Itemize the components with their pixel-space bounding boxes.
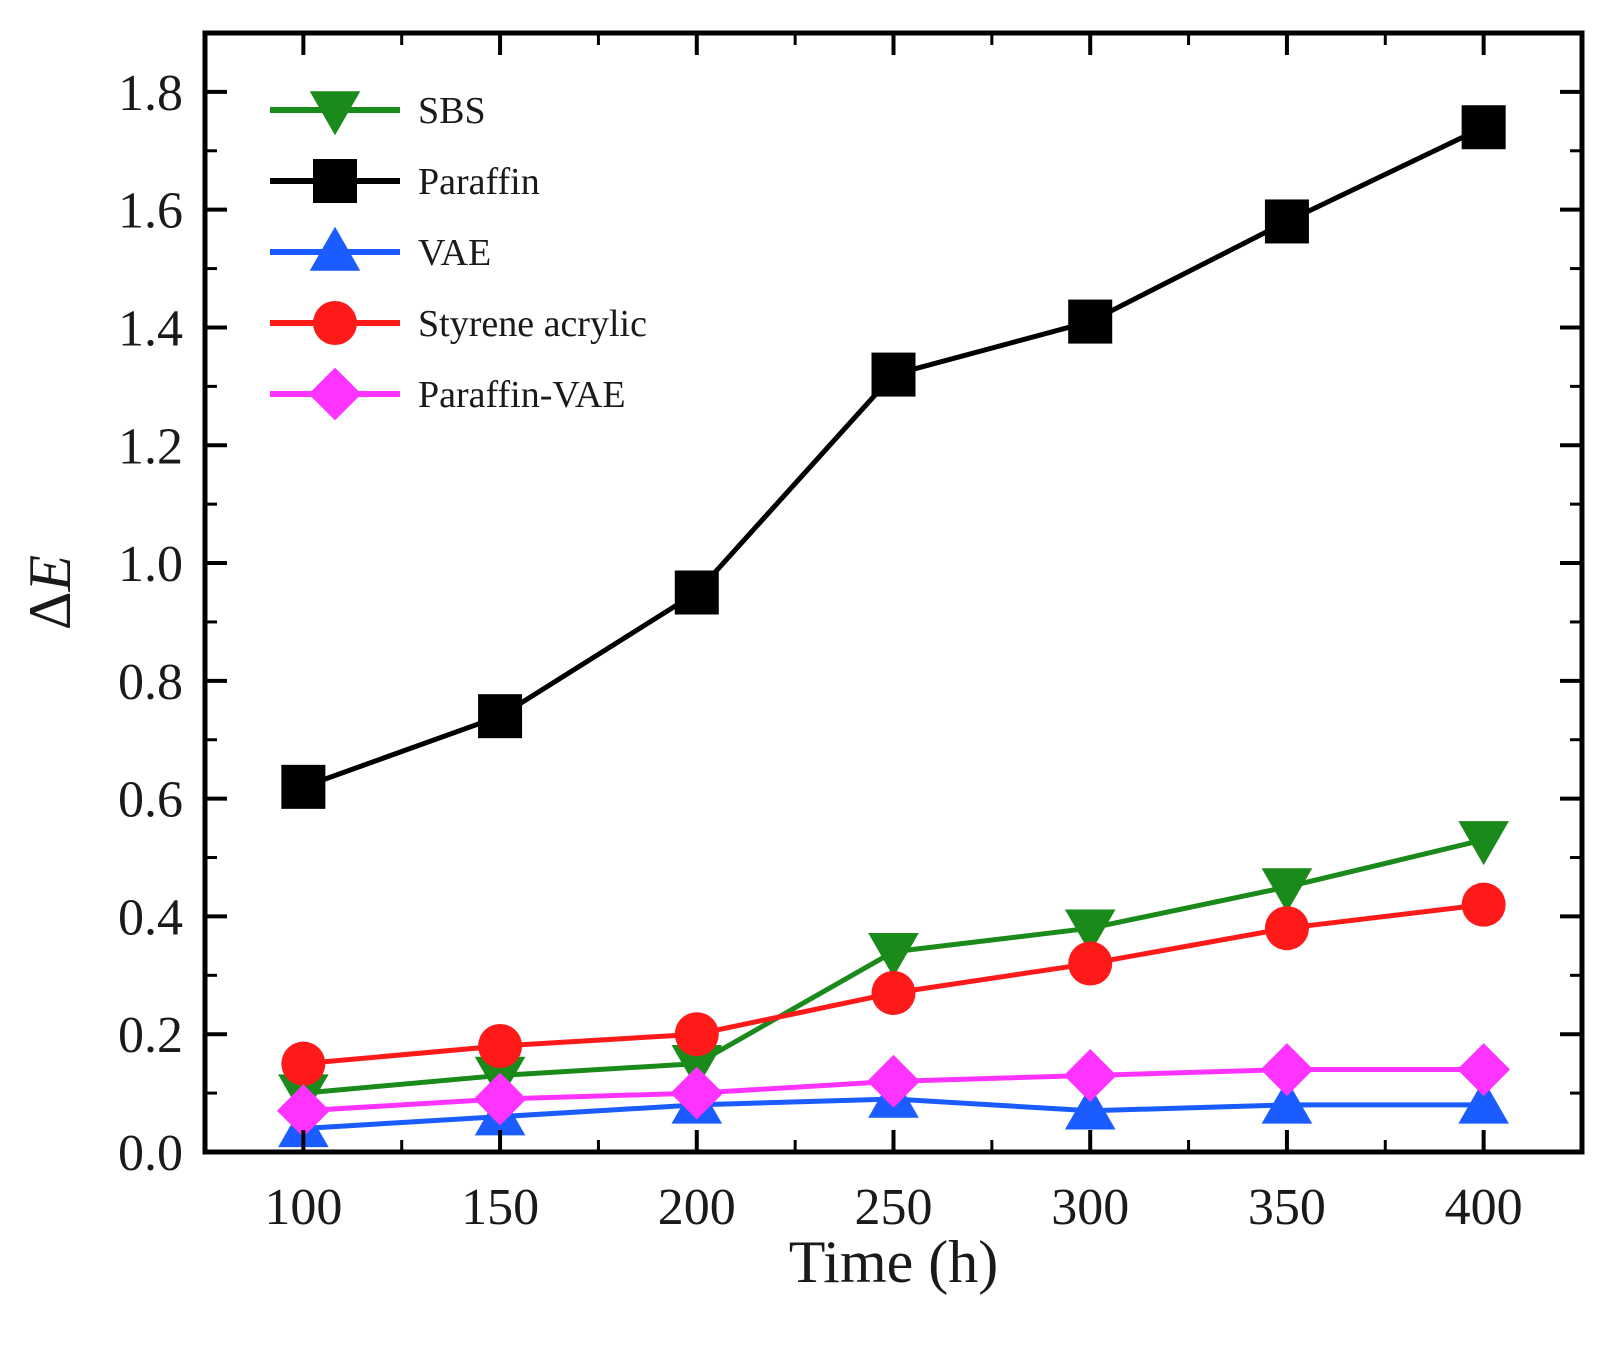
y-tick-label: 1.8: [118, 65, 183, 122]
data-point-paraffin-vae: [276, 1084, 330, 1138]
x-tick-label: 400: [1445, 1179, 1523, 1236]
x-tick-label: 100: [264, 1179, 342, 1236]
data-point-sbs: [1458, 821, 1509, 866]
y-axis-title: ΔE: [17, 555, 83, 630]
data-point-styrene-acrylic: [674, 1012, 719, 1057]
data-point-paraffin-vae: [1457, 1043, 1511, 1096]
legend-label-paraffin: Paraffin: [418, 161, 540, 203]
data-point-paraffin: [1461, 105, 1506, 150]
data-point-styrene-acrylic: [478, 1023, 523, 1068]
data-point-styrene-acrylic: [871, 970, 916, 1015]
series-paraffin-vae: [276, 1043, 1511, 1138]
legend-label-sbs: SBS: [418, 90, 486, 132]
y-tick-label: 0.0: [118, 1125, 183, 1182]
data-point-paraffin-vae: [1260, 1043, 1314, 1096]
ticks-layer: [203, 31, 1584, 1154]
data-point-sbs: [1064, 909, 1116, 954]
legend-item-paraffin: Paraffin: [270, 159, 540, 203]
legend-label-styrene-acrylic: Styrene acrylic: [418, 303, 647, 345]
data-point-paraffin: [871, 352, 916, 397]
y-tick-label: 1.2: [118, 418, 183, 475]
legend-marker-paraffin-vae: [308, 367, 362, 421]
x-tick-label: 150: [461, 1179, 539, 1236]
data-point-paraffin-vae: [1063, 1049, 1117, 1102]
x-tick-label: 350: [1248, 1179, 1326, 1236]
legend-label-paraffin-vae: Paraffin-VAE: [418, 374, 626, 416]
y-tick-label: 1.4: [118, 300, 183, 357]
y-tick-label: 0.4: [118, 889, 183, 946]
data-point-paraffin-vae: [867, 1054, 920, 1108]
data-point-sbs: [868, 933, 919, 978]
data-point-paraffin: [1068, 299, 1113, 344]
series-styrene-acrylic: [281, 882, 1506, 1086]
data-point-paraffin: [674, 570, 719, 615]
y-tick-label: 0.8: [118, 654, 183, 711]
data-point-styrene-acrylic: [1461, 882, 1506, 927]
legend-item-paraffin-vae: Paraffin-VAE: [270, 367, 626, 421]
x-axis-title: Time (h): [789, 1229, 998, 1295]
legend-marker-paraffin: [313, 159, 357, 203]
y-tick-label: 1.6: [118, 183, 183, 240]
data-point-vae: [1064, 1085, 1116, 1130]
legend-item-vae: VAE: [270, 226, 491, 274]
y-axis-title-symbol: Δ: [17, 592, 83, 631]
legend-marker-sbs: [309, 91, 361, 136]
y-tick-label: 1.0: [118, 536, 183, 593]
legend-label-vae: VAE: [418, 232, 491, 274]
data-point-paraffin: [478, 694, 523, 739]
data-point-sbs: [1261, 868, 1313, 913]
legend-item-sbs: SBS: [270, 90, 486, 136]
x-tick-label: 300: [1051, 1179, 1129, 1236]
data-point-paraffin: [281, 764, 326, 809]
data-point-paraffin-vae: [473, 1072, 527, 1126]
legend-marker-vae: [309, 226, 361, 271]
data-point-styrene-acrylic: [1068, 941, 1113, 986]
y-tick-label: 0.2: [118, 1007, 183, 1064]
series-layer: [276, 105, 1511, 1148]
legend-marker-styrene-acrylic: [313, 301, 357, 345]
y-tick-label: 0.6: [118, 772, 183, 829]
legend-item-styrene-acrylic: Styrene acrylic: [270, 301, 647, 345]
data-point-styrene-acrylic: [1264, 906, 1309, 951]
legend: SBS Paraffin VAE Styrene acrylic Paraffin-VA…: [270, 90, 647, 421]
labels-layer: 100 150 200 250 300 350 400 0.0 0.2 0.4 0.6 0.8 1.0 1…: [118, 65, 1523, 1236]
y-axis-title-variable: E: [17, 555, 83, 593]
data-point-vae: [1458, 1079, 1509, 1124]
x-tick-label: 200: [658, 1179, 736, 1236]
data-point-vae: [1261, 1079, 1313, 1124]
data-point-paraffin-vae: [670, 1066, 724, 1120]
data-point-styrene-acrylic: [281, 1041, 326, 1086]
data-point-paraffin: [1264, 199, 1309, 244]
series-paraffin: [281, 105, 1506, 809]
x-tick-label: 250: [855, 1179, 933, 1236]
